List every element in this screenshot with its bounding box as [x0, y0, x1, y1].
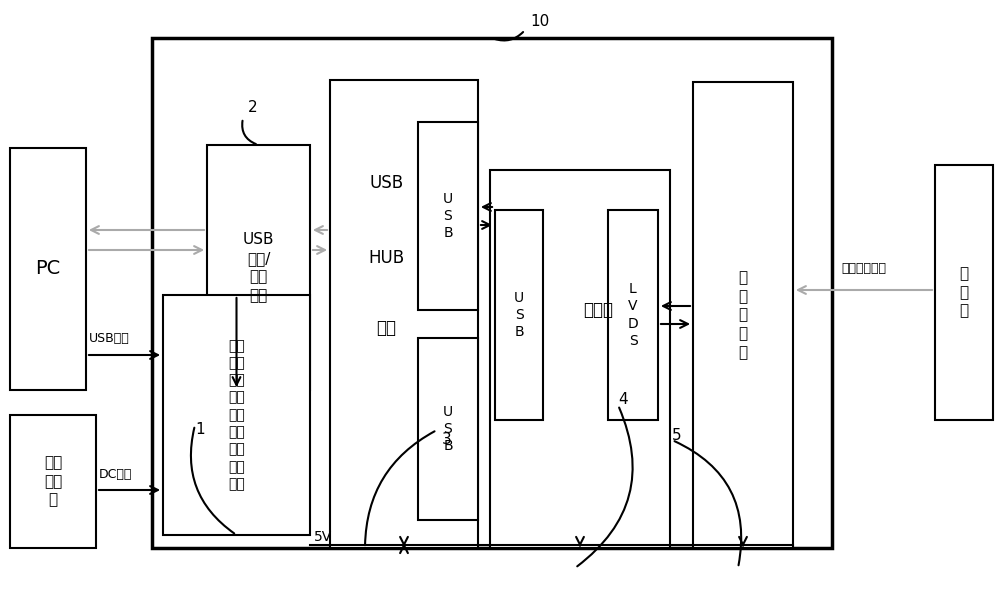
Bar	[608, 210, 658, 420]
Text: 控制板: 控制板	[583, 301, 613, 319]
Text: HUB: HUB	[368, 249, 404, 267]
Text: U
S
B: U S B	[514, 291, 524, 339]
Text: 电磁触控信号: 电磁触控信号	[842, 262, 887, 275]
Bar	[418, 338, 478, 520]
Text: 2: 2	[248, 101, 258, 116]
Bar	[418, 122, 478, 310]
Bar	[152, 38, 832, 548]
Text: L
V
D
S: L V D S	[628, 282, 638, 348]
Text: 4: 4	[618, 393, 628, 408]
Text: U
S
B: U S B	[443, 405, 453, 454]
Bar	[10, 148, 86, 390]
Bar	[693, 82, 793, 548]
Text: USB供电: USB供电	[89, 333, 130, 346]
Text: PC: PC	[35, 259, 61, 278]
Text: U
S
B: U S B	[443, 192, 453, 240]
Bar	[935, 165, 993, 420]
Text: 针对
大电
流触
控设
备的
外接
供电
识别
电路: 针对 大电 流触 控设 备的 外接 供电 识别 电路	[228, 339, 245, 491]
Text: 10: 10	[530, 14, 549, 29]
Text: 5: 5	[672, 427, 682, 442]
Text: USB: USB	[369, 174, 403, 192]
Text: 3: 3	[442, 433, 452, 448]
Text: 电
磁
笔: 电 磁 笔	[959, 266, 969, 319]
Text: DC供电: DC供电	[99, 467, 132, 480]
Bar	[330, 80, 478, 548]
Text: 5V: 5V	[314, 530, 332, 544]
Text: 1: 1	[195, 423, 205, 437]
Text: 电源
适配
器: 电源 适配 器	[44, 455, 62, 508]
Bar	[207, 145, 310, 390]
Bar	[490, 170, 670, 548]
Bar	[495, 210, 543, 420]
Text: USB
输入/
输出
单元: USB 输入/ 输出 单元	[243, 232, 274, 303]
Text: 单元: 单元	[376, 319, 396, 337]
Text: 电
容
电
磁
屏: 电 容 电 磁 屏	[738, 271, 748, 360]
Bar	[10, 415, 96, 548]
Bar	[163, 295, 310, 535]
